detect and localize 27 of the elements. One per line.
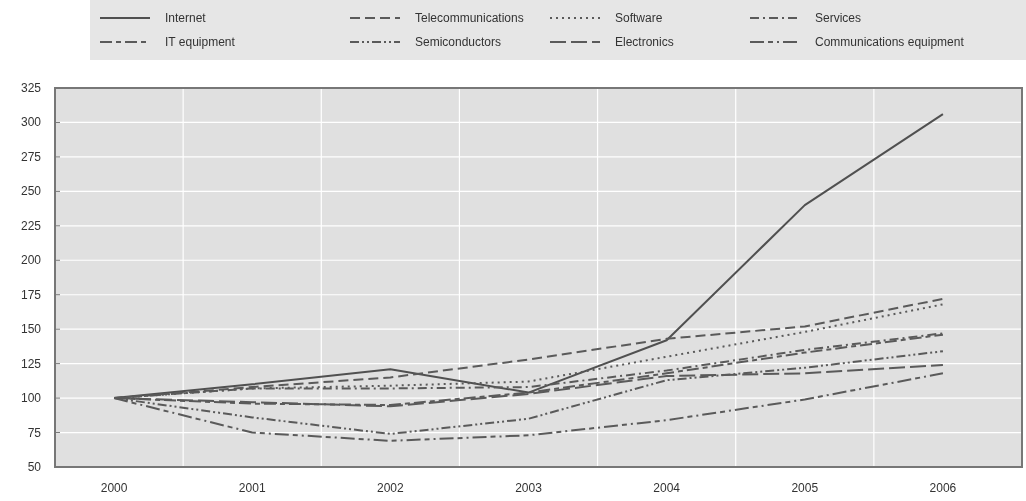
x-tick-label: 2001 bbox=[238, 481, 266, 495]
legend-label: Electronics bbox=[615, 35, 674, 49]
x-tick-label: 2000 bbox=[100, 481, 128, 495]
y-tick-label: 300 bbox=[20, 115, 42, 130]
legend-label: IT equipment bbox=[165, 35, 236, 49]
y-tick-label: 100 bbox=[20, 391, 42, 406]
y-tick-label: 225 bbox=[20, 218, 42, 233]
legend-label: Telecommunications bbox=[415, 11, 524, 25]
x-tick-label: 2002 bbox=[377, 481, 405, 495]
y-tick-label: 150 bbox=[20, 322, 42, 337]
x-tick-label: 2006 bbox=[929, 481, 957, 495]
x-tick-label: 2005 bbox=[791, 481, 819, 495]
x-tick-label: 2003 bbox=[515, 481, 543, 495]
y-tick-label: 325 bbox=[20, 81, 42, 95]
legend-label: Internet bbox=[165, 11, 207, 25]
y-tick-label: 250 bbox=[20, 184, 42, 199]
legend-label: Communications equipment bbox=[815, 35, 965, 49]
y-tick-label: 50 bbox=[27, 460, 42, 474]
y-tick-label: 175 bbox=[20, 287, 42, 302]
legend-label: Services bbox=[815, 11, 862, 25]
legend-label: Software bbox=[615, 11, 663, 25]
y-tick-label: 275 bbox=[20, 149, 42, 164]
legend-label: Semiconductors bbox=[415, 35, 502, 49]
x-tick-label: 2004 bbox=[653, 481, 681, 495]
y-tick-label: 125 bbox=[20, 356, 42, 371]
y-tick-label: 200 bbox=[20, 253, 42, 268]
y-tick-label: 75 bbox=[27, 425, 42, 440]
